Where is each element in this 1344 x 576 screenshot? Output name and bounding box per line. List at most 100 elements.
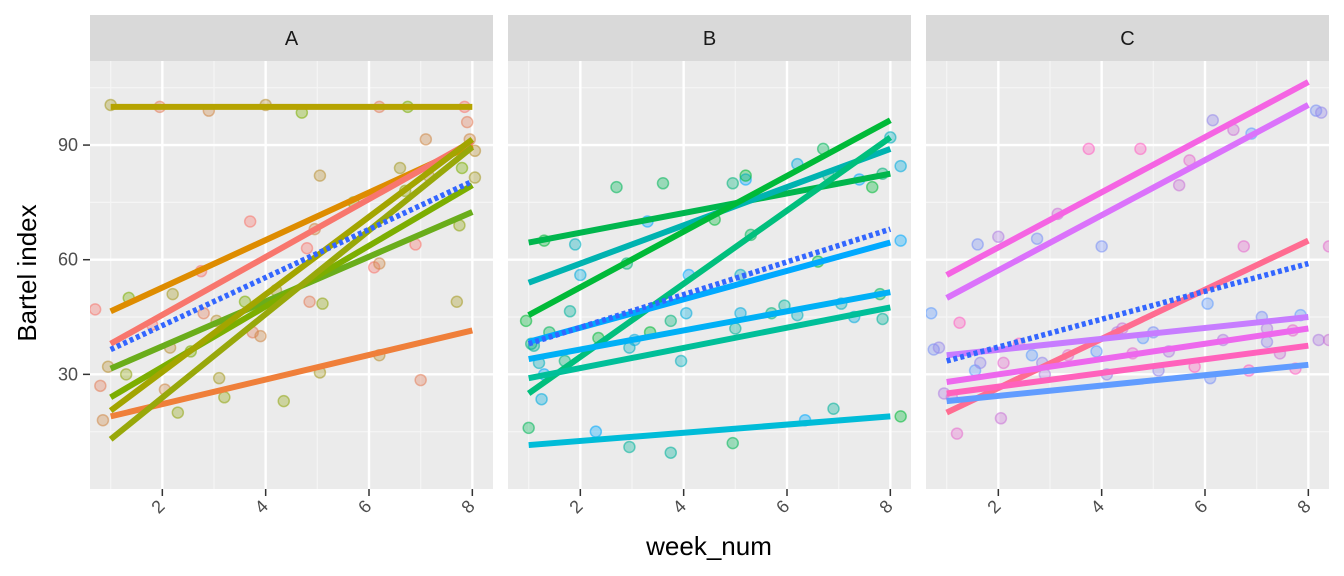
fit-line [946,361,1309,405]
data-point [876,312,889,326]
data-point [680,306,693,320]
data-point [656,177,670,190]
x-tick-label: 4 [669,496,690,517]
x-tick-label: 2 [147,496,168,517]
data-point [1030,232,1044,245]
data-point [1322,240,1329,253]
fit-line [109,138,474,347]
y-tick-label: 30 [58,364,78,384]
data-point [589,425,603,438]
data-point [726,436,739,450]
fit-line [528,413,891,449]
data-point [1090,345,1103,358]
facet-strip [90,15,493,61]
data-point [393,161,407,175]
facet-strip [508,15,911,61]
data-point [1312,333,1325,347]
mean-trend-line [109,178,474,353]
data-point [94,379,107,393]
facet-panel-c: C 2 4 6 8 [926,15,1329,517]
data-point [460,115,474,129]
y-axis-title: Bartel index [12,204,42,341]
data-point [96,413,110,427]
data-point [992,230,1005,244]
data-point [455,161,469,175]
data-point [894,234,907,247]
data-point [450,295,464,308]
x-tick-label: 2 [565,496,586,517]
facet-panel-a: A 2 4 6 8 [90,15,493,517]
data-point [726,177,739,190]
fit-line [946,314,1309,359]
facet-strip [926,15,1329,61]
facet-panel-b: B 2 4 6 8 [508,15,911,517]
data-point [971,238,984,251]
data-point [166,287,179,301]
data-point [568,238,582,251]
fit-line [528,289,891,363]
data-point [563,305,577,318]
fit-line [946,342,1309,397]
data-point [932,341,946,354]
data-point [212,371,226,385]
data-point [729,322,742,335]
fit-line [528,304,891,382]
x-tick-label: 4 [1087,496,1108,517]
data-point [739,173,752,186]
data-point [1172,178,1186,192]
data-point [218,391,231,404]
fit-line [946,325,1309,385]
data-point [894,159,907,173]
x-tick-label: 8 [1293,496,1314,517]
x-tick-label: 6 [1190,496,1211,517]
data-point [414,373,427,387]
facet-panels: A 2 4 6 8 B 2 4 6 8 C 2 4 6 8 [90,15,1329,517]
data-point [994,412,1008,425]
y-axis: 30 60 90 [58,135,90,384]
x-tick-label: 8 [457,496,478,517]
data-point [1201,297,1214,310]
data-point [866,180,879,194]
data-point [119,368,133,381]
data-point [1315,106,1328,119]
data-point [1134,142,1147,156]
data-point [610,180,623,194]
fit-line [527,117,892,318]
data-point [277,394,290,408]
data-point [303,295,316,308]
data-point [574,268,587,282]
data-point [1322,333,1329,347]
data-point [674,354,688,368]
data-point [827,402,840,415]
data-point [535,392,548,406]
fit-line [108,144,475,442]
data-point [171,406,185,419]
fit-line [109,327,474,420]
panel-data [926,79,1329,440]
data-point [1025,349,1039,362]
data-point [313,169,327,182]
mean-trend-line [527,226,892,347]
data-point [316,297,329,310]
data-point [197,306,210,320]
data-point [950,427,964,440]
y-tick-label: 90 [58,135,78,155]
data-point [953,316,966,330]
fit-line [108,136,475,414]
x-tick-label: 8 [875,496,896,517]
x-tick-label: 4 [251,496,272,517]
data-point [1082,142,1095,156]
facet-strip-label: B [703,28,716,50]
data-point [300,242,314,255]
data-point [1237,240,1250,253]
panel-data [519,117,907,459]
data-point [243,215,257,228]
data-point [522,421,535,435]
data-point [468,171,482,184]
fit-line [945,102,1310,301]
panel-data [90,98,482,442]
x-tick-label: 2 [983,496,1004,517]
x-tick-label: 6 [772,496,793,517]
data-point [739,169,752,182]
